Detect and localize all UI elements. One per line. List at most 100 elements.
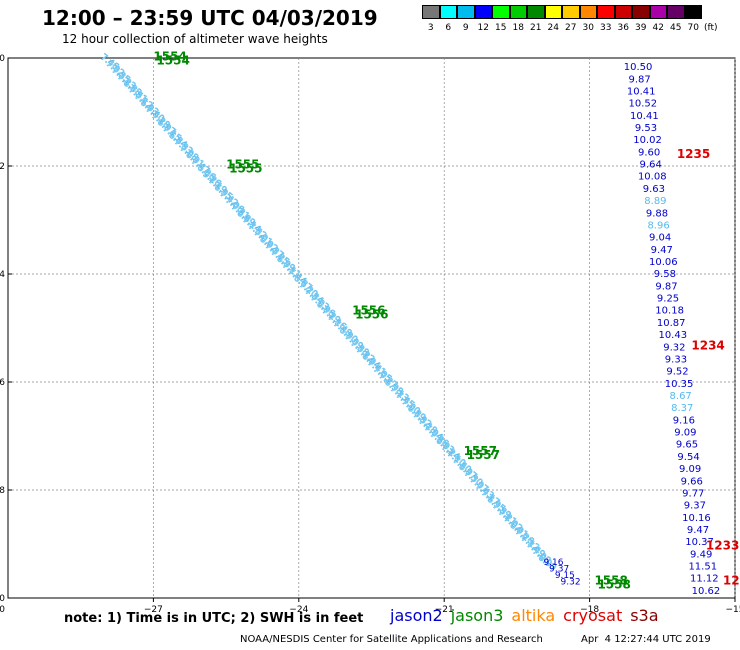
pass-number-shadow: 1557 xyxy=(467,448,500,462)
swh-label: 9.88 xyxy=(646,208,668,219)
swh-label: 9.58 xyxy=(654,269,676,280)
swh-label-blue: 9.16 xyxy=(543,558,563,568)
swh-label: 9.65 xyxy=(676,440,698,451)
swh-label: 9.60 xyxy=(638,147,660,158)
satellite-jason2: jason2 xyxy=(390,606,443,625)
swh-label: 9.63 xyxy=(643,184,665,195)
swh-label: 8.89 xyxy=(644,196,666,207)
swh-label: 10.02 xyxy=(633,135,662,146)
swh-label: 10.50 xyxy=(624,62,653,73)
swh-label: 9.47 xyxy=(651,245,673,256)
legend-swatch xyxy=(579,5,597,19)
swh-label: 9.87 xyxy=(655,281,677,292)
pass-number: 1233 xyxy=(706,538,739,552)
swh-label: 10.35 xyxy=(665,379,694,390)
swh-label: 10.87 xyxy=(657,318,686,329)
swh-label: 9.66 xyxy=(681,476,703,487)
pass-number: 1554 xyxy=(153,50,186,64)
legend-label: 36 xyxy=(617,23,629,33)
swh-label: 8.37 xyxy=(671,403,693,414)
satellite-legend: jason2 jason3 altika cryosat s3a xyxy=(390,606,667,625)
swh-label-blue: 9.15 xyxy=(555,571,575,581)
swh-label: 10.52 xyxy=(628,99,657,110)
pass-number: 1556 xyxy=(352,304,385,318)
swh-label: 9.32 xyxy=(663,342,685,353)
legend-label: 18 xyxy=(512,23,524,33)
swh-label-blue: 9.37 xyxy=(549,565,569,575)
swh-label: 9.33 xyxy=(665,354,687,365)
legend-swatch xyxy=(439,5,457,19)
swh-label: 10.18 xyxy=(655,306,684,317)
swh-label: 9.49 xyxy=(690,549,712,560)
pass-number-shadow: 1558 xyxy=(597,578,630,592)
legend-swatch xyxy=(597,5,615,19)
legend-label: 30 xyxy=(582,23,594,33)
swh-label: 9.47 xyxy=(687,525,709,536)
legend-label: 45 xyxy=(670,23,682,33)
legend-swatch xyxy=(492,5,510,19)
swh-label: 10.06 xyxy=(649,257,678,268)
x-tick-label: −15 xyxy=(726,605,740,615)
x-tick-label: −24 xyxy=(289,605,308,615)
legend-label: 39 xyxy=(635,23,647,33)
swh-label: 9.77 xyxy=(682,488,704,499)
legend-label: 9 xyxy=(462,23,469,33)
swh-label: 10.43 xyxy=(658,330,687,341)
satellite-cryosat: cryosat xyxy=(563,606,623,625)
legend-label: 27 xyxy=(565,23,577,33)
swh-label: 8.67 xyxy=(670,391,692,402)
legend-swatch xyxy=(544,5,562,19)
x-tick-label: −18 xyxy=(580,605,599,615)
swh-label: 9.16 xyxy=(673,415,695,426)
pass-number: 1555 xyxy=(226,158,259,172)
swh-label: 11.12 xyxy=(690,574,719,585)
swh-label: 9.09 xyxy=(679,464,701,475)
legend-swatch xyxy=(422,5,440,19)
page-subtitle: 12 hour collection of altimeter wave hei… xyxy=(62,32,328,46)
swh-label: 9.25 xyxy=(657,294,679,305)
y-tick-label: -48 xyxy=(0,486,5,496)
swh-label: 9.09 xyxy=(674,428,696,439)
swh-label-blue: 9.32 xyxy=(561,578,581,588)
y-tick-label: -42 xyxy=(0,162,5,172)
pass-number: 1232 xyxy=(723,574,740,588)
swh-label: 10.41 xyxy=(627,86,656,97)
swh-label: 10.16 xyxy=(682,513,711,524)
legend-label: 12 xyxy=(477,23,489,33)
swh-label: 9.04 xyxy=(649,233,671,244)
pass-number-shadow: 1554 xyxy=(156,54,189,68)
y-tick-label: -50 xyxy=(0,594,5,604)
generated-timestamp: Apr 4 12:27:44 UTC 2019 xyxy=(581,634,711,645)
legend-swatch xyxy=(649,5,667,19)
legend-swatch xyxy=(527,5,545,19)
satellite-altika: altika xyxy=(511,606,556,625)
legend-swatch xyxy=(474,5,492,19)
corner-label: -30 xyxy=(0,605,5,615)
pass-number: 1235 xyxy=(677,147,710,161)
satellite-jason3: jason3 xyxy=(450,606,504,625)
swh-label: 8.96 xyxy=(647,220,669,231)
page-title: 12:00 – 23:59 UTC 04/03/2019 xyxy=(42,6,378,30)
swh-label: 9.53 xyxy=(635,123,657,134)
legend-swatch xyxy=(667,5,685,19)
legend-label: 3 xyxy=(427,23,434,33)
legend-label: 70 xyxy=(687,23,699,33)
legend-swatch xyxy=(614,5,632,19)
y-tick-label: -46 xyxy=(0,378,5,388)
pass-number-shadow: 1556 xyxy=(355,308,388,322)
swh-label: 9.54 xyxy=(677,452,699,463)
pass-number: 1557 xyxy=(464,444,497,458)
pass-number: 1558 xyxy=(594,574,627,588)
credit-line: NOAA/NESDIS Center for Satellite Applica… xyxy=(240,634,543,645)
pass-number-shadow: 1555 xyxy=(229,162,262,176)
swh-label: 10.41 xyxy=(630,111,659,122)
map-frame xyxy=(7,57,736,599)
y-tick-label: -44 xyxy=(0,270,5,280)
legend-swatch xyxy=(562,5,580,19)
satellite-s3a: s3a xyxy=(630,606,659,625)
x-tick-label: −27 xyxy=(144,605,163,615)
legend-label: 15 xyxy=(495,23,507,33)
swh-label: 10.08 xyxy=(638,172,667,183)
legend-swatch xyxy=(457,5,475,19)
